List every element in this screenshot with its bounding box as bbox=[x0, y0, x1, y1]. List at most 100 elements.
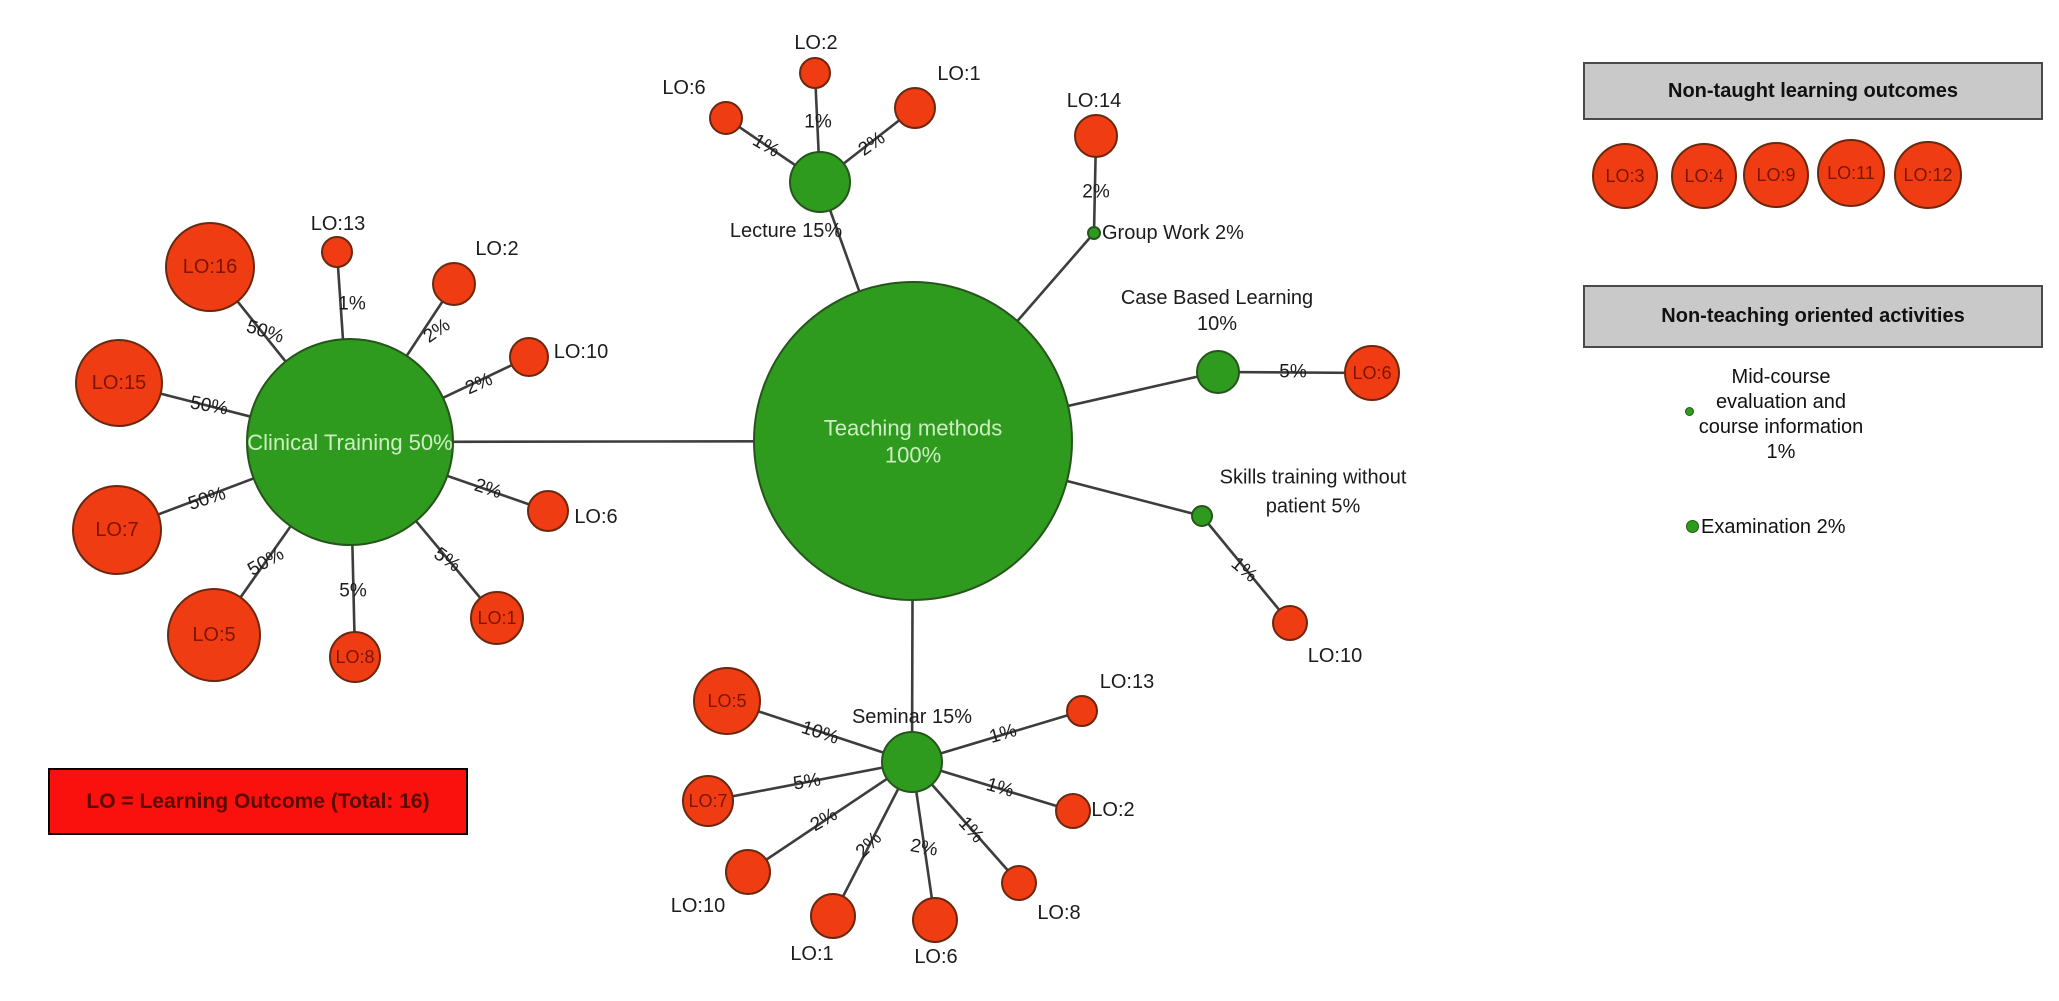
label-sm_lo2: LO:2 bbox=[1091, 799, 1134, 821]
label-clinical: Clinical Training 50% bbox=[247, 430, 452, 455]
node-leg_lo12 bbox=[1894, 141, 1962, 209]
node-sm_lo6 bbox=[912, 897, 958, 943]
label-c_lo1: LO:1 bbox=[477, 608, 516, 628]
label-c_lo5: LO:5 bbox=[192, 624, 235, 646]
node-sm_lo10 bbox=[725, 849, 771, 895]
edge-label-clinical-c_lo16: 50% bbox=[244, 316, 287, 348]
label-leg_lo12: LO:12 bbox=[1903, 165, 1952, 185]
label-cbl: Case Based Learning 10% bbox=[1121, 287, 1313, 335]
edge-label-seminar-sm_lo6: 2% bbox=[909, 835, 940, 860]
midcourse-dot-icon bbox=[1685, 407, 1694, 416]
label-sm_lo13: LO:13 bbox=[1100, 671, 1154, 693]
edge-label-seminar-sm_lo7: 5% bbox=[792, 769, 823, 794]
edge-label-clinical-c_lo15: 50% bbox=[188, 392, 229, 419]
node-c_lo16 bbox=[165, 222, 255, 312]
label-cb_lo6: LO:6 bbox=[1352, 363, 1391, 383]
node-l_lo1 bbox=[894, 87, 936, 129]
label-c_lo16: LO:16 bbox=[183, 256, 237, 278]
node-sm_lo1 bbox=[810, 893, 856, 939]
label-skills: Skills training without patient 5% bbox=[1220, 467, 1407, 518]
node-sm_lo13 bbox=[1066, 695, 1098, 727]
learning-outcome-note: LO = Learning Outcome (Total: 16) bbox=[48, 768, 468, 835]
node-cb_lo6 bbox=[1344, 345, 1400, 401]
label-teaching: Teaching methods 100% bbox=[824, 415, 1003, 467]
midcourse-line-4: 1% bbox=[1766, 441, 1796, 463]
label-sm_lo6: LO:6 bbox=[914, 946, 957, 968]
node-c_lo7 bbox=[72, 485, 162, 575]
edge-label-seminar-sm_lo5: 10% bbox=[799, 717, 842, 749]
edge-label-clinical-c_lo13: 1% bbox=[338, 294, 366, 315]
node-sm_lo8 bbox=[1001, 865, 1037, 901]
node-l_lo2 bbox=[799, 57, 831, 89]
node-leg_lo11 bbox=[1817, 139, 1885, 207]
edge-label-lecture-l_lo6: 1% bbox=[749, 130, 783, 162]
examination-dot-icon bbox=[1686, 520, 1699, 533]
node-sm_lo7 bbox=[682, 775, 734, 827]
edge-label-clinical-c_lo6: 2% bbox=[472, 475, 505, 503]
node-c_lo1 bbox=[470, 591, 524, 645]
node-leg_lo9 bbox=[1743, 142, 1809, 208]
edge-label-seminar-sm_lo1: 2% bbox=[852, 828, 886, 862]
label-l_lo6: LO:6 bbox=[662, 77, 705, 99]
node-c_lo13 bbox=[321, 236, 353, 268]
node-s_lo10 bbox=[1272, 605, 1308, 641]
midcourse-evaluation-item: Mid-course evaluation and course informa… bbox=[1631, 365, 1931, 465]
label-leg_lo11: LO:11 bbox=[1827, 163, 1875, 183]
label-c_lo2: LO:2 bbox=[475, 238, 518, 260]
edge-label-seminar-sm_lo10: 2% bbox=[807, 804, 841, 836]
label-s_lo10: LO:10 bbox=[1308, 645, 1362, 667]
label-leg_lo9: LO:9 bbox=[1756, 165, 1795, 185]
node-lecture bbox=[789, 151, 851, 213]
label-seminar: Seminar 15% bbox=[852, 706, 972, 728]
edge-skills-s_lo10 bbox=[1200, 515, 1292, 624]
edge-seminar-sm_lo10 bbox=[747, 760, 913, 874]
node-sm_lo5 bbox=[693, 667, 761, 735]
label-c_lo8: LO:8 bbox=[335, 647, 374, 667]
node-clinical bbox=[246, 338, 454, 546]
node-c_lo2 bbox=[432, 262, 476, 306]
label-groupwork: Group Work 2% bbox=[1102, 222, 1244, 244]
label-c_lo7: LO:7 bbox=[95, 519, 138, 541]
label-l_lo1: LO:1 bbox=[937, 63, 980, 85]
edge-label-clinical-c_lo8: 5% bbox=[339, 581, 367, 602]
node-c_lo10 bbox=[509, 337, 549, 377]
node-c_lo5 bbox=[167, 588, 261, 682]
edge-label-seminar-sm_lo2: 1% bbox=[984, 774, 1016, 802]
edge-label-groupwork-lo14: 2% bbox=[1082, 182, 1110, 203]
midcourse-line-2: evaluation and bbox=[1715, 391, 1847, 413]
label-leg_lo4: LO:4 bbox=[1684, 166, 1723, 186]
label-sm_lo8: LO:8 bbox=[1037, 902, 1080, 924]
midcourse-line-3: course information bbox=[1698, 416, 1864, 438]
node-cbl bbox=[1196, 350, 1240, 394]
label-lo14: LO:14 bbox=[1067, 90, 1121, 112]
edge-seminar-sm_lo7 bbox=[707, 760, 913, 803]
node-leg_lo3 bbox=[1592, 143, 1658, 209]
label-c_lo10: LO:10 bbox=[554, 341, 608, 363]
label-c_lo15: LO:15 bbox=[92, 372, 146, 394]
edge-label-clinical-c_lo2: 2% bbox=[420, 314, 455, 347]
edge-label-lecture-l_lo2: 1% bbox=[804, 112, 832, 133]
node-lo14 bbox=[1074, 114, 1118, 158]
midcourse-line-1: Mid-course bbox=[1731, 366, 1831, 388]
node-seminar bbox=[881, 731, 943, 793]
edge-label-cbl-cb_lo6: 5% bbox=[1279, 362, 1307, 383]
node-groupwork bbox=[1087, 226, 1101, 240]
label-sm_lo10: LO:10 bbox=[671, 895, 725, 917]
edge-label-seminar-sm_lo13: 1% bbox=[987, 720, 1019, 748]
node-c_lo6 bbox=[527, 490, 569, 532]
label-sm_lo7: LO:7 bbox=[688, 791, 727, 811]
label-c_lo6: LO:6 bbox=[574, 506, 617, 528]
edge-label-clinical-c_lo5: 50% bbox=[244, 543, 288, 580]
nodes-layer bbox=[72, 57, 1962, 943]
node-leg_lo4 bbox=[1671, 143, 1737, 209]
label-sm_lo5: LO:5 bbox=[707, 691, 746, 711]
label-l_lo2: LO:2 bbox=[794, 32, 837, 54]
node-teaching bbox=[753, 281, 1073, 601]
node-sm_lo2 bbox=[1055, 793, 1091, 829]
non-taught-outcomes-legend-title: Non-taught learning outcomes bbox=[1583, 62, 2043, 120]
examination-item: Examination 2% bbox=[1701, 516, 1846, 538]
edge-label-clinical-c_lo10: 2% bbox=[462, 369, 496, 399]
label-sm_lo1: LO:1 bbox=[790, 943, 833, 965]
label-lecture: Lecture 15% bbox=[730, 220, 843, 242]
